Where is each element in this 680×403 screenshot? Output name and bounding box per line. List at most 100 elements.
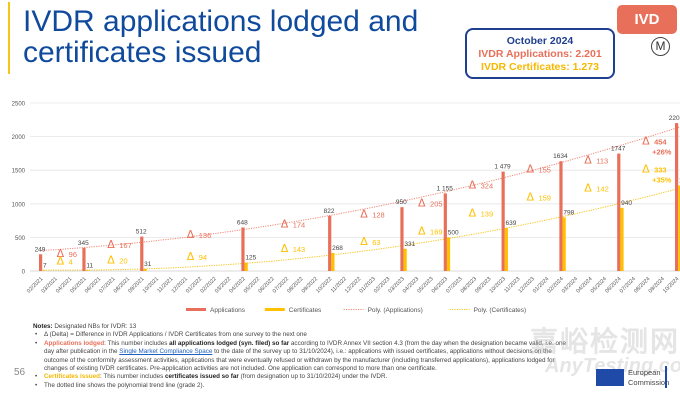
bar-certificates bbox=[85, 270, 89, 271]
summary-month: October 2024 bbox=[506, 35, 574, 47]
legend-label: Applications bbox=[210, 307, 246, 314]
delta-applications: 324 bbox=[481, 181, 494, 190]
data-label-certificates: 500 bbox=[448, 229, 459, 236]
delta-certificates: 4 bbox=[69, 257, 73, 266]
delta-icon: Δ bbox=[107, 254, 115, 267]
bar-applications bbox=[675, 123, 679, 271]
logo-divider bbox=[665, 366, 667, 388]
delta-icon: Δ bbox=[584, 153, 592, 166]
delta-applications: 96 bbox=[69, 250, 77, 259]
data-label-applications: 1 479 bbox=[494, 164, 511, 171]
summary-certificates: IVDR Certificates: 1.273 bbox=[481, 61, 599, 73]
delta-icon: Δ bbox=[526, 162, 534, 175]
watermark-en: AnyTesting.com bbox=[545, 355, 680, 377]
delta-icon: Δ bbox=[360, 235, 368, 248]
bar-applications bbox=[443, 193, 447, 271]
y-tick-label: 1000 bbox=[12, 202, 26, 208]
notes: Notes: Designated NBs for IVDR: 13 Δ (De… bbox=[33, 323, 573, 391]
delta-icon: Δ bbox=[187, 228, 195, 241]
chart: 0500100015002000250002/202103/202104/202… bbox=[12, 102, 680, 314]
bar-certificates bbox=[143, 268, 147, 271]
notes-heading: Notes: Designated NBs for IVDR: 13 bbox=[33, 323, 137, 330]
delta-certificates: 20 bbox=[119, 257, 127, 266]
delta-applications-pct: +26% bbox=[652, 147, 672, 156]
bar-applications bbox=[559, 161, 563, 271]
delta-icon: Δ bbox=[642, 134, 650, 147]
data-label-applications: 512 bbox=[136, 229, 147, 236]
bar-certificates bbox=[244, 262, 248, 271]
delta-icon: Δ bbox=[469, 206, 477, 219]
bar-applications bbox=[328, 215, 332, 271]
ivd-badge: IVD bbox=[617, 5, 677, 34]
legend-label: Certificates bbox=[289, 307, 322, 314]
delta-certificates: 63 bbox=[372, 238, 380, 247]
data-label-certificates: 11 bbox=[86, 262, 93, 269]
delta-applications: 155 bbox=[538, 165, 551, 174]
bar-certificates bbox=[620, 207, 624, 271]
data-label-certificates: 639 bbox=[506, 220, 517, 227]
x-tick-label: 10/2024 bbox=[662, 276, 680, 294]
delta-icon: Δ bbox=[281, 242, 289, 255]
note-certificates: Certificates issued: This number include… bbox=[33, 373, 573, 382]
legend-swatch bbox=[264, 308, 285, 311]
delta-certificates: 142 bbox=[596, 184, 609, 193]
data-label-applications: 345 bbox=[78, 240, 89, 247]
delta-icon: Δ bbox=[469, 178, 477, 191]
data-label-certificates: 940 bbox=[621, 200, 632, 207]
bar-certificates bbox=[403, 248, 407, 271]
legend-label: Poly. (Certificates) bbox=[474, 307, 527, 314]
watermark-cn: 嘉峪检测网 bbox=[530, 326, 680, 357]
title-line-1: IVDR applications lodged and bbox=[23, 5, 419, 38]
y-tick-label: 2500 bbox=[12, 102, 26, 108]
bar-certificates bbox=[678, 185, 680, 271]
y-tick-label: 2000 bbox=[12, 135, 26, 141]
delta-applications: 454 bbox=[654, 137, 667, 146]
trendline-certificates bbox=[40, 187, 680, 271]
title-line-2: certificates issued bbox=[23, 36, 262, 69]
delta-icon: Δ bbox=[57, 254, 65, 267]
data-label-applications: 1634 bbox=[553, 153, 568, 160]
m-circle-icon: M bbox=[651, 37, 670, 56]
bar-applications bbox=[82, 247, 86, 271]
legend-label: Poly. (Applications) bbox=[368, 307, 423, 314]
delta-applications: 167 bbox=[119, 241, 132, 250]
eu-commission-logo: European Commission bbox=[628, 368, 670, 387]
delta-icon: Δ bbox=[107, 238, 115, 251]
y-tick-label: 500 bbox=[15, 236, 26, 242]
delta-certificates: 143 bbox=[293, 245, 306, 254]
delta-certificates: 159 bbox=[538, 193, 551, 202]
eu-flag-icon bbox=[596, 369, 624, 386]
data-label-certificates: 125 bbox=[245, 255, 256, 262]
data-label-applications: 950 bbox=[396, 199, 407, 206]
delta-certificates: 139 bbox=[481, 209, 494, 218]
note-delta: Δ (Delta) = Difference in IVDR Applicati… bbox=[33, 331, 573, 340]
delta-icon: Δ bbox=[281, 218, 289, 231]
title-accent-bar bbox=[8, 2, 10, 74]
delta-certificates: 94 bbox=[199, 253, 207, 262]
delta-icon: Δ bbox=[642, 162, 650, 175]
delta-icon: Δ bbox=[418, 196, 426, 209]
bar-certificates bbox=[562, 217, 566, 271]
bar-applications bbox=[400, 207, 404, 271]
delta-applications: 113 bbox=[596, 156, 608, 165]
data-label-certificates: 331 bbox=[404, 241, 415, 248]
delta-icon: Δ bbox=[57, 247, 65, 260]
data-label-applications: 648 bbox=[237, 219, 248, 226]
delta-applications: 205 bbox=[430, 199, 443, 208]
data-label-certificates: 268 bbox=[332, 245, 343, 252]
y-tick-label: 0 bbox=[22, 270, 26, 276]
delta-applications: 174 bbox=[293, 221, 306, 230]
page-title: IVDR applications lodged and certificate… bbox=[23, 6, 418, 68]
bar-applications bbox=[617, 153, 621, 271]
y-tick-label: 1500 bbox=[12, 169, 26, 175]
summary-applications: IVDR Applications: 2.201 bbox=[478, 48, 602, 60]
trendline-applications bbox=[40, 126, 680, 252]
single-market-link[interactable]: Single Market Compliance Space bbox=[119, 348, 213, 356]
bar-applications bbox=[501, 171, 505, 271]
bar-certificates bbox=[504, 228, 508, 271]
bar-certificates bbox=[331, 252, 335, 271]
note-trend: The dotted line shows the polynomial tre… bbox=[33, 382, 573, 391]
data-label-applications: 249 bbox=[35, 246, 46, 253]
delta-applications: 136 bbox=[199, 231, 212, 240]
bar-applications bbox=[140, 236, 144, 271]
